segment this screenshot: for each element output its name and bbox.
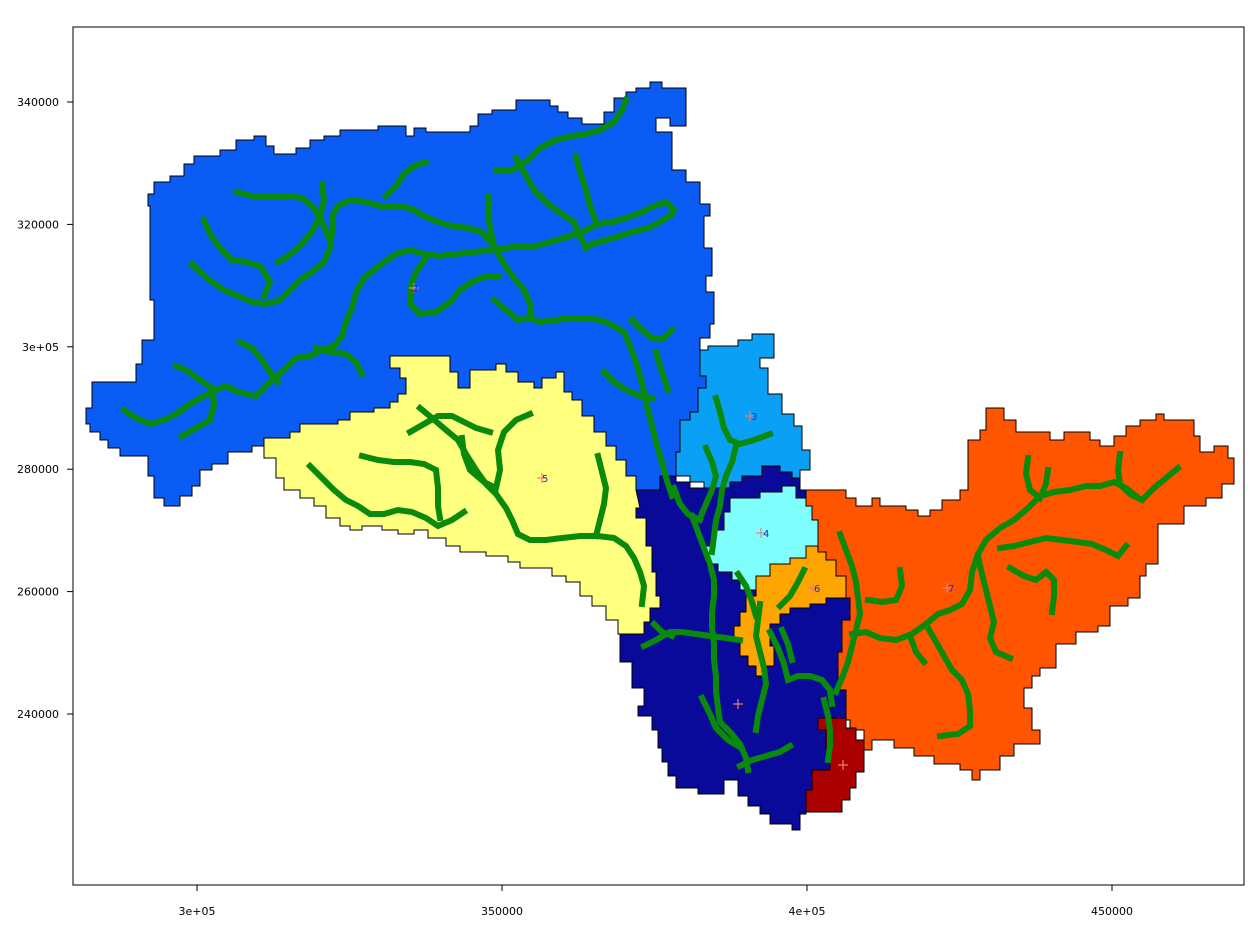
river-segment (305, 461, 469, 530)
river-segment (775, 565, 809, 611)
river-segment (712, 394, 774, 448)
river-segment (864, 566, 906, 606)
river-segment (923, 623, 973, 740)
river-segment (752, 600, 770, 734)
river-segment (1022, 454, 1052, 503)
river-segment (778, 626, 796, 664)
marker-basin-4 (756, 528, 766, 538)
river-segment (485, 193, 676, 500)
river-network (119, 96, 1183, 774)
basin-markers (409, 283, 952, 770)
basin-7 (805, 407, 1235, 781)
river-segment (405, 413, 494, 437)
basins-layer (85, 81, 1235, 831)
marker-basin-1 (733, 699, 743, 709)
plot-frame (72, 26, 1245, 886)
y-tick-label: 240000 (17, 708, 59, 721)
basin-label-4: 4 (763, 529, 769, 540)
x-tick-label: 450000 (1091, 905, 1133, 918)
river-segment (358, 452, 444, 522)
river-segment (820, 696, 833, 764)
y-axis: 340000 320000 3e+05 280000 260000 240000 (17, 96, 73, 721)
river-segment (599, 367, 656, 402)
y-tick-label: 320000 (17, 218, 59, 231)
river-segment (187, 196, 495, 308)
basin-label-5: 5 (542, 474, 548, 485)
basin-label-3: 3 (751, 412, 757, 423)
river-segment (1114, 450, 1183, 504)
basin-labels: 2 5 3 4 6 7 (412, 284, 954, 595)
river-segment (688, 512, 752, 774)
marker-basin-8 (838, 760, 848, 770)
river-segment (639, 629, 744, 651)
river-segment (235, 337, 283, 387)
river-segment (172, 362, 218, 441)
river-segment (696, 444, 720, 522)
river-segment (652, 348, 672, 394)
x-axis: 3e+05 350000 4e+05 450000 (179, 885, 1133, 918)
river-segment (735, 741, 795, 771)
river-segment (493, 96, 630, 173)
marker-basin-6 (808, 583, 818, 593)
x-tick-label: 4e+05 (789, 905, 826, 918)
river-segment (832, 530, 864, 696)
river-segment (996, 534, 1131, 560)
y-tick-label: 340000 (17, 96, 59, 109)
x-tick-label: 350000 (481, 905, 523, 918)
river-segment (381, 158, 430, 201)
river-segment (407, 253, 501, 318)
river-segment (708, 442, 740, 556)
river-segment (572, 152, 600, 226)
river-segment (200, 216, 274, 300)
river-segment (592, 452, 610, 540)
river-segment (649, 619, 676, 640)
river-segment (273, 180, 328, 267)
river-segment (1005, 563, 1057, 616)
river-segment (906, 632, 929, 667)
marker-basin-5 (537, 473, 547, 483)
basin-label-6: 6 (814, 584, 820, 595)
basin-label-7: 7 (948, 584, 954, 595)
river-segment (511, 153, 677, 253)
river-segment (458, 410, 534, 493)
y-tick-label: 260000 (17, 586, 59, 599)
river-segment (733, 569, 760, 620)
river-segment (489, 295, 534, 324)
river-segment (765, 627, 836, 708)
basin-label-2: 2 (412, 284, 418, 295)
marker-basin-2 (409, 283, 419, 293)
x-tick-label: 3e+05 (179, 905, 216, 918)
river-segment (627, 315, 677, 341)
y-tick-label: 3e+05 (22, 341, 59, 354)
river-segment (974, 552, 1014, 662)
marker-basin-3 (745, 411, 755, 421)
river-segment (697, 693, 743, 751)
y-tick-label: 280000 (17, 463, 59, 476)
marker-basin-7 (942, 583, 952, 593)
river-segment (312, 344, 367, 379)
